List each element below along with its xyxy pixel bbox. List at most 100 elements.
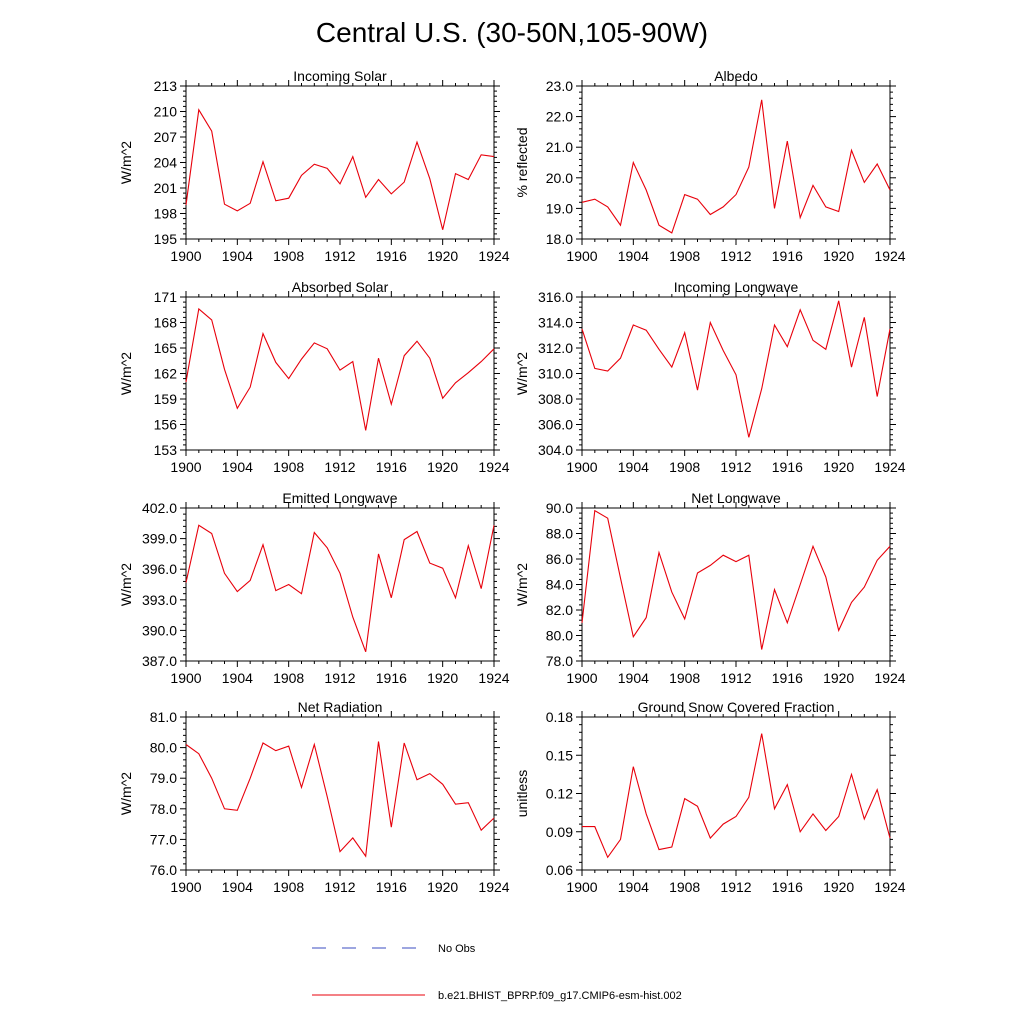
x-tick-label: 1920 xyxy=(427,670,458,686)
y-tick-label: 0.18 xyxy=(546,709,573,725)
y-tick-label: 171 xyxy=(154,289,178,305)
x-tick-label: 1912 xyxy=(324,459,355,475)
legend: No Obs b.e21.BHIST_BPRP.f09_g17.CMIP6-es… xyxy=(312,943,682,1002)
x-tick-label: 1904 xyxy=(222,879,253,895)
y-axis-label: W/m^2 xyxy=(118,563,134,606)
series-line-model xyxy=(581,509,891,650)
y-tick-label: 165 xyxy=(154,340,178,356)
x-tick-label: 1908 xyxy=(273,248,304,264)
y-tick-label: 306.0 xyxy=(538,417,573,433)
x-tick-label: 1916 xyxy=(772,879,803,895)
x-tick-label: 1920 xyxy=(823,879,854,895)
x-tick-label: 1924 xyxy=(874,459,905,475)
y-tick-label: 21.0 xyxy=(546,139,573,155)
x-tick-label: 1908 xyxy=(273,879,304,895)
panel-title: Incoming Solar xyxy=(293,68,387,84)
panel-title: Absorbed Solar xyxy=(292,279,389,295)
x-tick-label: 1916 xyxy=(376,459,407,475)
y-tick-label: 201 xyxy=(154,180,178,196)
y-axis-label: unitless xyxy=(514,770,530,817)
figure-title: Central U.S. (30-50N,105-90W) xyxy=(316,17,708,48)
y-tick-label: 168 xyxy=(154,315,178,331)
y-tick-label: 198 xyxy=(154,206,178,222)
panel-0: Incoming Solar W/m^2 195 198 201 204 207 210 213… xyxy=(118,68,510,264)
y-tick-label: 18.0 xyxy=(546,231,573,247)
y-tick-label: 82.0 xyxy=(546,602,573,618)
x-tick-label: 1904 xyxy=(618,879,649,895)
x-tick-label: 1908 xyxy=(669,879,700,895)
y-tick-label: 316.0 xyxy=(538,289,573,305)
series-line-model xyxy=(581,99,891,234)
x-tick-label: 1900 xyxy=(170,248,201,264)
y-tick-label: 393.0 xyxy=(142,592,177,608)
y-tick-label: 159 xyxy=(154,391,178,407)
y-tick-label: 207 xyxy=(154,129,178,145)
x-tick-label: 1920 xyxy=(823,459,854,475)
y-axis-label: W/m^2 xyxy=(514,352,530,395)
series-line-model xyxy=(185,108,495,230)
x-tick-label: 1916 xyxy=(772,670,803,686)
y-tick-label: 399.0 xyxy=(142,531,177,547)
x-tick-label: 1912 xyxy=(720,670,751,686)
panel-title: Albedo xyxy=(714,68,758,84)
x-tick-label: 1904 xyxy=(222,248,253,264)
panel-frame xyxy=(581,296,891,451)
y-tick-label: 156 xyxy=(154,417,178,433)
x-tick-label: 1924 xyxy=(478,879,509,895)
y-tick-label: 20.0 xyxy=(546,170,573,186)
y-tick-label: 396.0 xyxy=(142,561,177,577)
panel-title: Ground Snow Covered Fraction xyxy=(638,699,835,715)
x-tick-label: 1908 xyxy=(669,248,700,264)
panel-6: Net Radiation W/m^2 76.0 77.0 78.0 79.0 80.0 81… xyxy=(118,699,510,895)
x-tick-label: 1900 xyxy=(170,670,201,686)
y-tick-label: 308.0 xyxy=(538,391,573,407)
x-tick-label: 1924 xyxy=(478,459,509,475)
x-tick-label: 1920 xyxy=(427,248,458,264)
panel-title: Net Radiation xyxy=(298,699,383,715)
x-tick-label: 1904 xyxy=(618,248,649,264)
x-tick-label: 1920 xyxy=(427,459,458,475)
x-tick-label: 1916 xyxy=(376,248,407,264)
x-tick-label: 1900 xyxy=(566,879,597,895)
y-axis-label: W/m^2 xyxy=(118,352,134,395)
y-tick-label: 76.0 xyxy=(150,862,177,878)
y-tick-label: 162 xyxy=(154,366,178,382)
y-tick-label: 86.0 xyxy=(546,551,573,567)
y-tick-label: 78.0 xyxy=(150,801,177,817)
x-tick-label: 1912 xyxy=(720,459,751,475)
y-tick-label: 19.0 xyxy=(546,200,573,216)
x-tick-label: 1916 xyxy=(772,459,803,475)
y-tick-label: 0.09 xyxy=(546,824,573,840)
x-tick-label: 1912 xyxy=(324,248,355,264)
x-tick-label: 1908 xyxy=(669,459,700,475)
x-tick-label: 1916 xyxy=(376,879,407,895)
panel-4: Emitted Longwave W/m^2 387.0 390.0 393.0 396.… xyxy=(118,490,510,686)
x-tick-label: 1912 xyxy=(324,879,355,895)
x-tick-label: 1908 xyxy=(273,670,304,686)
x-tick-label: 1920 xyxy=(823,670,854,686)
panel-frame xyxy=(581,507,891,662)
y-tick-label: 84.0 xyxy=(546,577,573,593)
y-tick-label: 402.0 xyxy=(142,500,177,516)
y-tick-label: 304.0 xyxy=(538,442,573,458)
x-tick-label: 1904 xyxy=(618,670,649,686)
x-tick-label: 1916 xyxy=(772,248,803,264)
y-axis-label: W/m^2 xyxy=(118,772,134,815)
x-tick-label: 1920 xyxy=(427,879,458,895)
y-tick-label: 23.0 xyxy=(546,78,573,94)
x-tick-label: 1908 xyxy=(273,459,304,475)
y-tick-label: 88.0 xyxy=(546,526,573,542)
x-tick-label: 1924 xyxy=(478,670,509,686)
y-tick-label: 153 xyxy=(154,442,178,458)
y-tick-label: 81.0 xyxy=(150,709,177,725)
panel-frame xyxy=(185,85,495,240)
x-tick-label: 1900 xyxy=(170,879,201,895)
panel-title: Emitted Longwave xyxy=(282,490,397,506)
x-tick-label: 1900 xyxy=(566,459,597,475)
y-tick-label: 210 xyxy=(154,104,178,120)
x-tick-label: 1904 xyxy=(222,670,253,686)
y-tick-label: 0.06 xyxy=(546,862,573,878)
y-tick-label: 204 xyxy=(154,155,178,171)
